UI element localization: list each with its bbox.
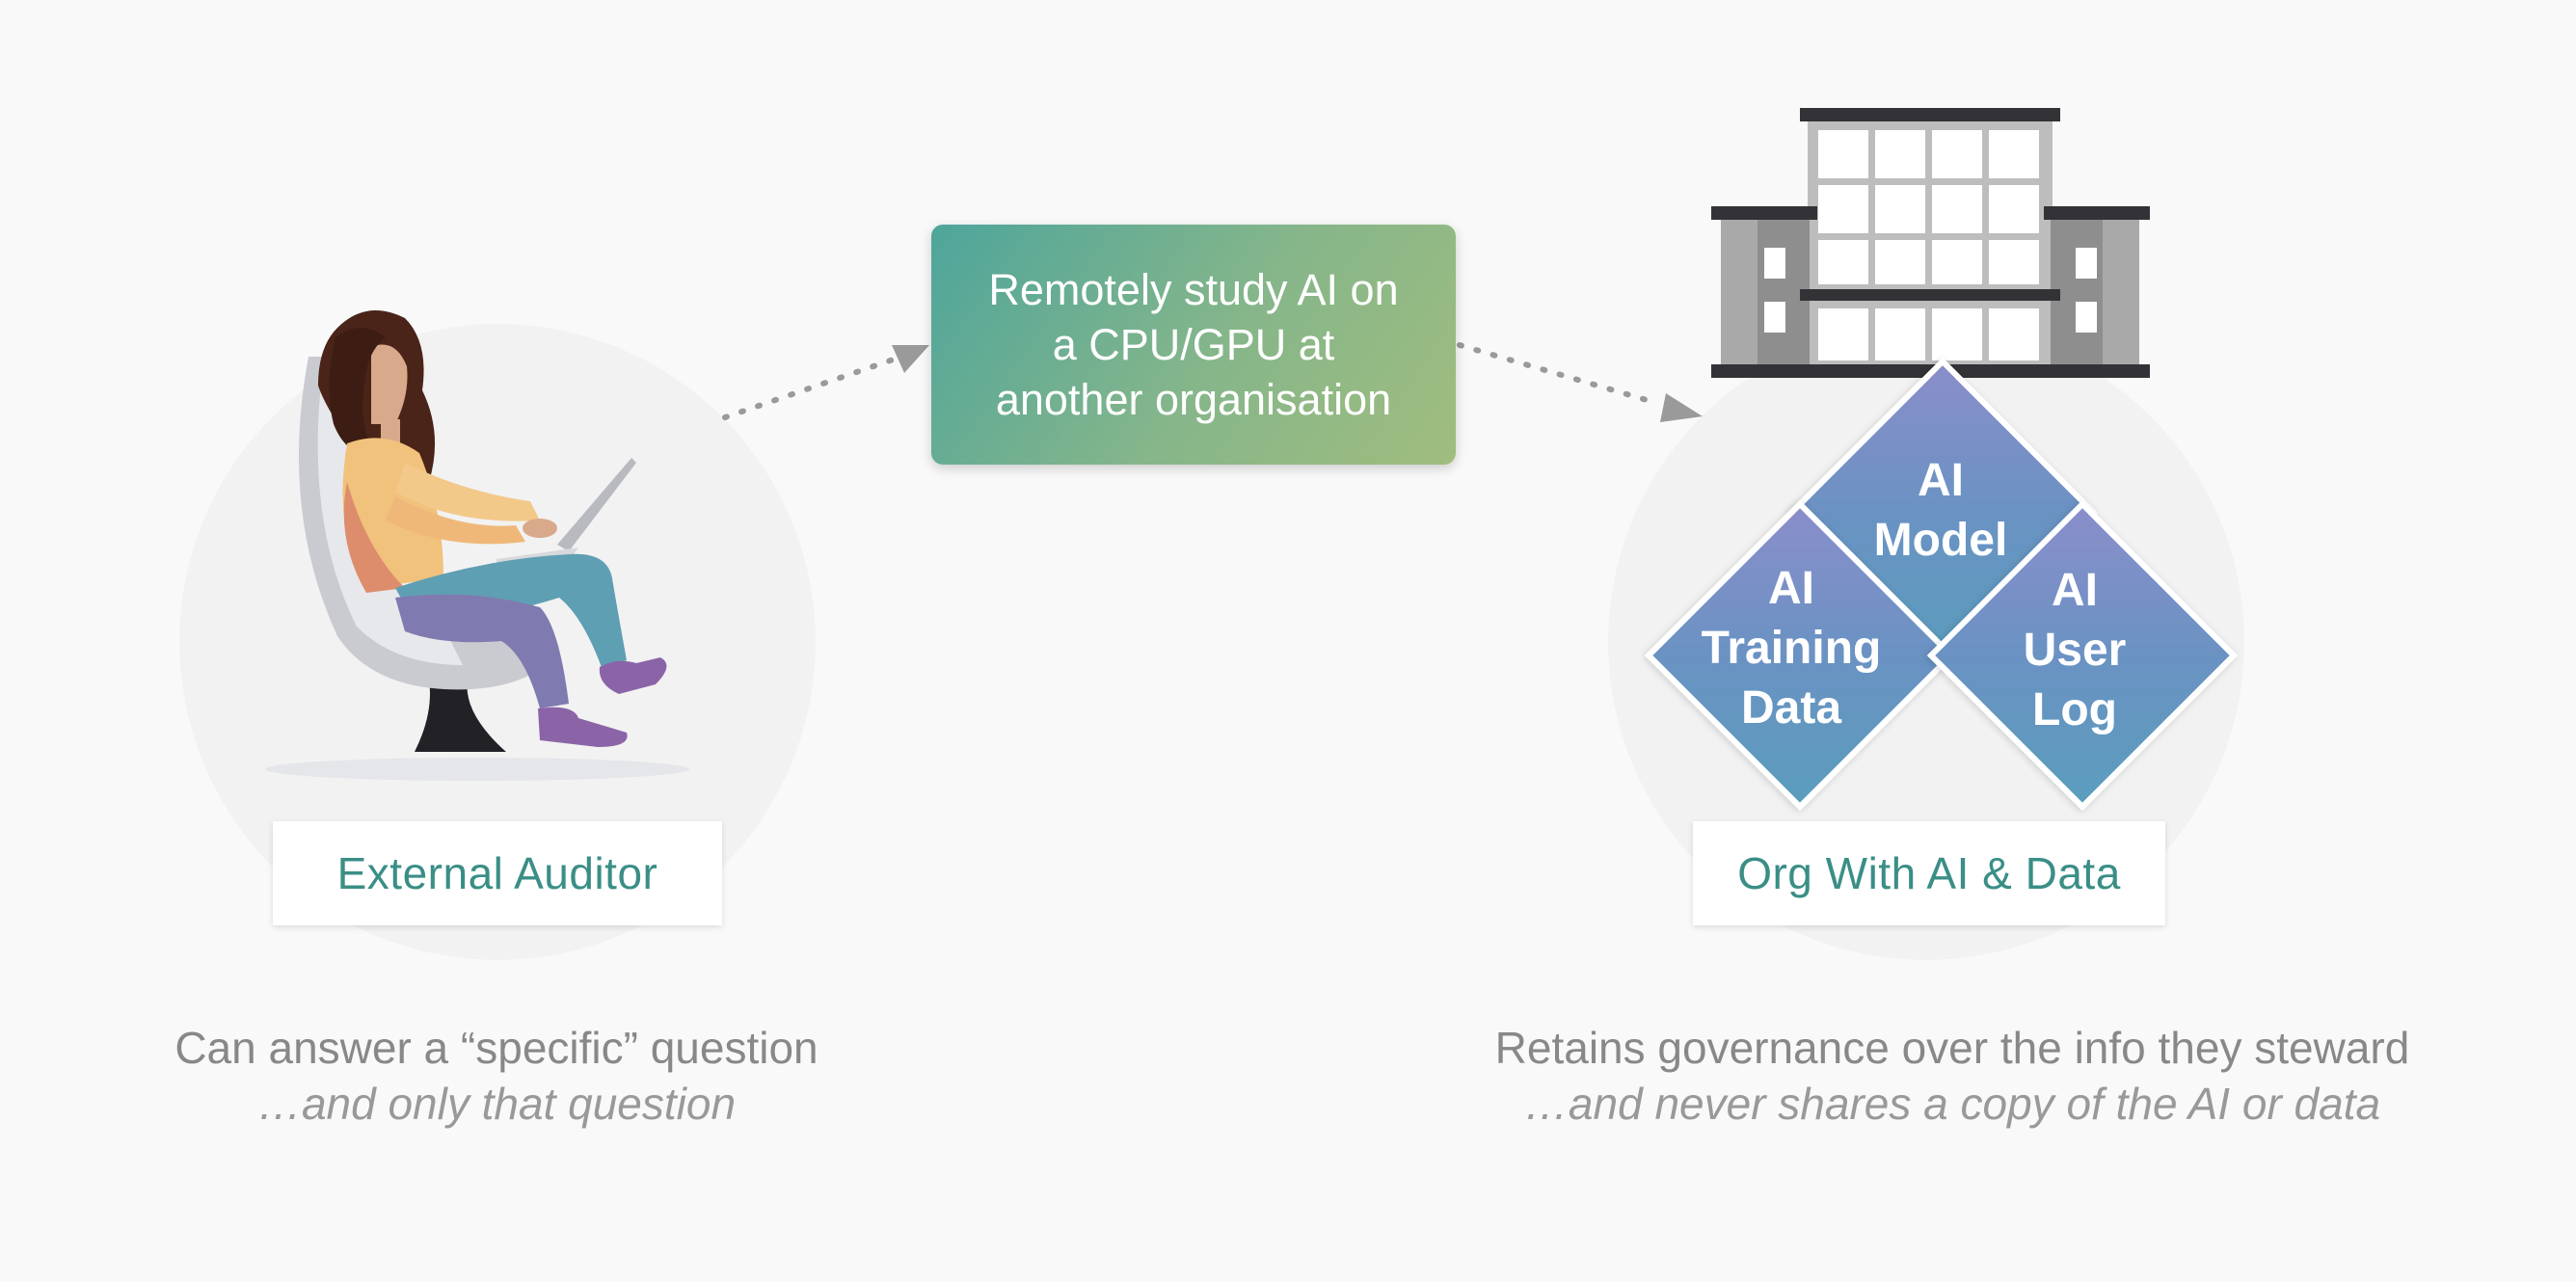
remote-study-line-1: Remotely study AI on [988, 265, 1399, 314]
org-caption-sub: …and never shares a copy of the AI or da… [1523, 1079, 2381, 1129]
diamond-ai-training-label: AI Training Data [1687, 552, 1895, 745]
auditor-caption-sub: …and only that question [256, 1079, 737, 1129]
org-with-ai-label: Org With AI & Data [1693, 821, 2165, 925]
auditor-caption: Can answer a “specific” question …and on… [116, 1020, 877, 1132]
diamond-training-line-2: Training [1701, 623, 1882, 674]
org-caption: Retains governance over the info they st… [1446, 1020, 2458, 1132]
org-caption-main: Retains governance over the info they st… [1494, 1023, 2410, 1073]
org-with-ai-text: Org With AI & Data [1737, 848, 2121, 898]
diamond-userlog-line-1: AI [2052, 565, 2098, 616]
remote-study-line-2: a CPU/GPU at [1052, 320, 1335, 369]
diamond-ai-userlog-label: AI User Log [1971, 554, 2179, 747]
diamond-model-line-1: AI [1918, 455, 1964, 506]
office-building-icon [1711, 108, 2150, 378]
auditor-caption-main: Can answer a “specific” question [174, 1023, 818, 1073]
remote-study-box: Remotely study AI on a CPU/GPU at anothe… [931, 225, 1456, 465]
diamond-ai-model-label: AI Model [1837, 443, 2045, 578]
diamond-training-line-1: AI [1768, 563, 1814, 614]
diamond-model-line-2: Model [1873, 515, 2008, 566]
diamond-userlog-line-2: User [2023, 625, 2127, 676]
diamond-training-line-3: Data [1740, 682, 1842, 734]
external-auditor-label: External Auditor [273, 821, 722, 925]
diamond-userlog-line-3: Log [2032, 684, 2117, 735]
remote-study-line-3: another organisation [995, 375, 1392, 424]
person-with-laptop-icon [265, 310, 689, 781]
external-auditor-text: External Auditor [336, 848, 658, 898]
